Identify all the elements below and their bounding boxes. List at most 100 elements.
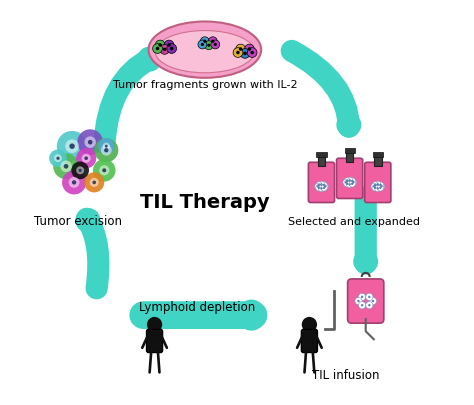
Circle shape	[349, 181, 356, 187]
Circle shape	[355, 297, 362, 305]
Circle shape	[69, 143, 75, 149]
Circle shape	[104, 148, 109, 152]
Circle shape	[102, 168, 106, 173]
Circle shape	[69, 177, 80, 188]
FancyBboxPatch shape	[309, 162, 335, 202]
Circle shape	[372, 300, 374, 302]
Circle shape	[248, 47, 251, 51]
Circle shape	[343, 179, 349, 185]
Circle shape	[65, 139, 79, 153]
Circle shape	[368, 304, 371, 307]
Circle shape	[348, 179, 351, 181]
Circle shape	[90, 178, 99, 187]
Circle shape	[350, 179, 356, 185]
FancyBboxPatch shape	[347, 279, 384, 323]
Circle shape	[84, 156, 88, 160]
Circle shape	[374, 185, 381, 192]
Circle shape	[245, 44, 255, 54]
Circle shape	[84, 136, 96, 148]
Circle shape	[54, 154, 62, 162]
Circle shape	[378, 183, 385, 190]
Circle shape	[320, 183, 323, 185]
Circle shape	[214, 43, 217, 46]
Circle shape	[320, 187, 323, 190]
FancyArrowPatch shape	[292, 51, 350, 126]
Circle shape	[147, 317, 162, 332]
Bar	[316, 152, 327, 157]
Text: Tumor fragments grown with IL-2: Tumor fragments grown with IL-2	[112, 80, 297, 90]
FancyArrowPatch shape	[364, 197, 367, 263]
Circle shape	[99, 165, 109, 175]
Circle shape	[53, 153, 79, 179]
Circle shape	[170, 47, 173, 50]
Circle shape	[56, 157, 60, 160]
Circle shape	[203, 40, 207, 43]
Circle shape	[372, 185, 378, 191]
Circle shape	[366, 302, 373, 309]
Circle shape	[71, 162, 89, 179]
Bar	[374, 156, 382, 166]
Circle shape	[60, 160, 72, 172]
Circle shape	[351, 180, 354, 182]
Circle shape	[233, 48, 243, 58]
Circle shape	[77, 129, 103, 155]
Circle shape	[72, 180, 76, 185]
Circle shape	[236, 44, 246, 54]
Circle shape	[316, 182, 322, 188]
Circle shape	[371, 183, 377, 190]
Circle shape	[92, 181, 96, 184]
Circle shape	[348, 183, 351, 185]
Circle shape	[323, 187, 325, 189]
Circle shape	[236, 51, 240, 54]
Circle shape	[369, 297, 376, 305]
Circle shape	[377, 185, 383, 191]
Circle shape	[105, 145, 108, 148]
Bar	[373, 152, 383, 157]
Circle shape	[201, 43, 204, 46]
Text: Tumor excision: Tumor excision	[34, 215, 122, 228]
Circle shape	[374, 187, 376, 189]
Circle shape	[322, 183, 328, 190]
Circle shape	[376, 183, 379, 185]
Circle shape	[98, 138, 114, 154]
Circle shape	[372, 182, 378, 188]
Text: Lymphoid depletion: Lymphoid depletion	[139, 301, 255, 314]
Circle shape	[250, 51, 254, 54]
Circle shape	[84, 173, 104, 192]
Circle shape	[318, 185, 325, 192]
Circle shape	[351, 183, 354, 185]
FancyBboxPatch shape	[337, 158, 363, 198]
Circle shape	[318, 184, 320, 186]
Circle shape	[88, 140, 92, 145]
FancyArrowPatch shape	[87, 219, 99, 288]
Circle shape	[352, 181, 355, 183]
Circle shape	[374, 184, 376, 186]
Circle shape	[366, 293, 373, 301]
Ellipse shape	[148, 21, 261, 78]
Circle shape	[93, 159, 116, 181]
Circle shape	[321, 185, 327, 191]
Circle shape	[324, 185, 326, 188]
Circle shape	[346, 183, 348, 185]
Circle shape	[380, 185, 383, 188]
Circle shape	[377, 182, 383, 188]
Circle shape	[374, 181, 381, 188]
Circle shape	[344, 178, 350, 184]
Circle shape	[346, 180, 348, 182]
Circle shape	[376, 187, 379, 190]
FancyBboxPatch shape	[301, 329, 318, 352]
Text: TIL infusion: TIL infusion	[312, 369, 379, 382]
Circle shape	[94, 138, 118, 162]
Circle shape	[158, 43, 162, 47]
Circle shape	[57, 131, 87, 162]
FancyArrowPatch shape	[104, 58, 151, 143]
Bar	[345, 148, 355, 153]
Circle shape	[163, 48, 166, 51]
Circle shape	[357, 300, 360, 302]
FancyArrowPatch shape	[143, 313, 254, 317]
Circle shape	[318, 181, 325, 188]
Circle shape	[201, 37, 209, 46]
Circle shape	[323, 184, 325, 186]
Circle shape	[240, 49, 250, 58]
Circle shape	[346, 177, 353, 183]
